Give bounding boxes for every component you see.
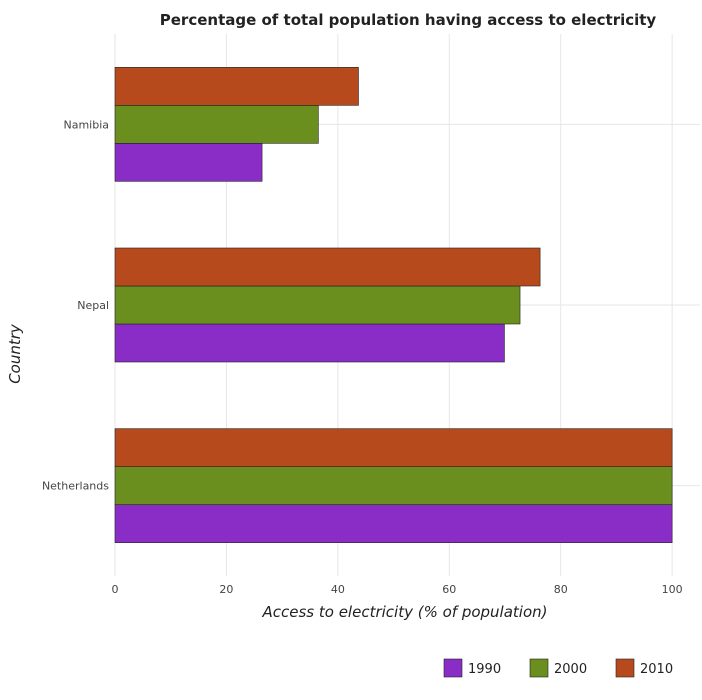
x-tick-label: 40: [331, 583, 345, 596]
bar-nepal-2010: [115, 248, 540, 286]
bar-nepal-1990: [115, 324, 504, 362]
x-tick-label: 80: [554, 583, 568, 596]
bar-nepal-2000: [115, 286, 520, 324]
x-tick-labels: 0 20 40 60 80 100: [112, 583, 683, 596]
y-tick-label: Netherlands: [42, 480, 109, 493]
legend-swatch-1990: [444, 659, 462, 677]
legend-label-2010: 2010: [640, 662, 673, 677]
x-tick-label: 60: [442, 583, 456, 596]
legend-label-1990: 1990: [468, 662, 501, 677]
bar-namibia-2010: [115, 67, 358, 105]
bar-netherlands-2010: [115, 429, 672, 467]
bar-namibia-2000: [115, 105, 318, 143]
legend-label-2000: 2000: [554, 662, 587, 677]
y-tick-labels: Namibia Nepal Netherlands: [42, 118, 109, 492]
x-tick-label: 100: [662, 583, 683, 596]
y-axis-label: Country: [6, 323, 24, 384]
bar-namibia-1990: [115, 143, 262, 181]
x-tick-label: 20: [219, 583, 233, 596]
bar-netherlands-2000: [115, 467, 672, 505]
legend: 1990 2000 2010: [444, 659, 673, 677]
chart-title: Percentage of total population having ac…: [160, 11, 657, 29]
y-tick-label: Namibia: [63, 118, 109, 131]
y-tick-label: Nepal: [77, 299, 109, 312]
x-tick-label: 0: [112, 583, 119, 596]
legend-swatch-2010: [616, 659, 634, 677]
bar-netherlands-1990: [115, 505, 672, 543]
legend-swatch-2000: [530, 659, 548, 677]
x-axis-label: Access to electricity (% of population): [261, 603, 547, 621]
